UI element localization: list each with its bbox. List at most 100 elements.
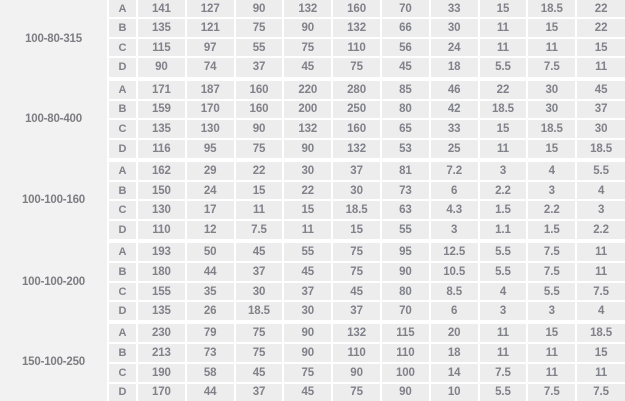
data-cell: 7.5 [527, 382, 578, 401]
data-cell: 18.5 [332, 200, 382, 222]
data-cell: 4 [527, 159, 578, 182]
data-cell: 2.2 [478, 180, 529, 202]
data-cell: 90 [380, 262, 431, 283]
data-cell: 155 [137, 281, 187, 303]
data-cell: 85 [380, 78, 431, 101]
data-cell: 18.5 [576, 322, 625, 345]
data-cell: 160 [332, 119, 382, 140]
data-cell: 11 [576, 363, 625, 384]
data-cell: 45 [380, 57, 431, 81]
data-cell: 15 [576, 37, 625, 59]
data-cell: 15 [527, 18, 578, 39]
data-cell: 45 [234, 363, 285, 384]
data-cell: 115 [137, 37, 187, 59]
data-cell: 3 [478, 301, 529, 325]
group-label: 100-80-400 [0, 78, 109, 160]
group-label: 100-80-315 [0, 0, 109, 79]
data-cell: 75 [283, 363, 334, 384]
data-cell: 30 [283, 301, 334, 325]
series-cell: C [108, 37, 138, 59]
data-cell: 135 [137, 301, 187, 325]
data-cell: 3 [429, 220, 480, 244]
data-cell: 116 [137, 138, 187, 162]
data-cell: 10.5 [429, 262, 480, 283]
data-cell: 1.5 [527, 220, 578, 244]
data-cell: 15 [478, 0, 529, 20]
series-cell: D [108, 301, 138, 325]
data-cell: 30 [332, 180, 382, 202]
data-cell: 45 [234, 241, 285, 264]
data-cell: 2.2 [576, 220, 625, 244]
data-cell: 56 [380, 37, 431, 59]
data-cell: 1.5 [478, 200, 529, 222]
data-cell: 30 [234, 281, 285, 303]
table-row: B 150 24 15 22 30 73 6 2.2 3 4 [0, 180, 625, 202]
data-cell: 45 [576, 78, 625, 101]
data-cell: 135 [137, 119, 187, 140]
table-row: D 116 95 75 90 132 53 25 11 15 18.5 [0, 138, 625, 162]
data-cell: 24 [429, 37, 480, 59]
data-cell: 75 [332, 262, 382, 283]
data-cell: 5.5 [478, 382, 529, 401]
data-cell: 4 [576, 301, 625, 325]
series-cell: A [108, 241, 138, 264]
data-cell: 162 [137, 159, 187, 182]
data-cell: 2.2 [527, 200, 578, 222]
table-row: D 135 26 18.5 30 37 70 6 3 3 4 [0, 301, 625, 325]
data-cell: 11 [283, 220, 334, 244]
data-cell: 37 [234, 382, 285, 401]
data-cell: 141 [137, 0, 187, 20]
data-cell: 90 [332, 363, 382, 384]
data-cell: 75 [332, 382, 382, 401]
data-cell: 90 [283, 322, 334, 345]
data-cell: 73 [380, 180, 431, 202]
data-cell: 160 [234, 99, 285, 121]
data-cell: 90 [283, 343, 334, 365]
data-cell: 22 [283, 180, 334, 202]
data-cell: 42 [429, 99, 480, 121]
data-cell: 33 [429, 119, 480, 140]
series-cell: D [108, 138, 138, 162]
data-cell: 37 [234, 262, 285, 283]
data-cell: 7.5 [576, 382, 625, 401]
data-cell: 5.5 [478, 262, 529, 283]
data-cell: 81 [380, 159, 431, 182]
data-cell: 55 [234, 37, 285, 59]
data-cell: 63 [380, 200, 431, 222]
data-cell: 90 [283, 138, 334, 162]
data-cell: 11 [527, 363, 578, 384]
data-cell: 30 [576, 119, 625, 140]
series-cell: C [108, 281, 138, 303]
data-cell: 230 [137, 322, 187, 345]
data-cell: 3 [527, 180, 578, 202]
data-cell: 55 [380, 220, 431, 244]
data-cell: 90 [137, 57, 187, 81]
table-row: B 180 44 37 45 75 90 10.5 5.5 7.5 11 [0, 262, 625, 283]
table-row: 100-80-400 A 171 187 160 220 280 85 46 22 30 45 [0, 78, 625, 160]
data-cell: 3 [527, 301, 578, 325]
data-cell: 50 [185, 241, 236, 264]
series-cell: C [108, 119, 138, 140]
data-cell: 90 [380, 382, 431, 401]
data-cell: 11 [478, 343, 529, 365]
data-cell: 90 [234, 119, 285, 140]
data-cell: 1.1 [478, 220, 529, 244]
data-cell: 7.5 [527, 262, 578, 283]
data-cell: 11 [576, 262, 625, 283]
series-cell: B [108, 180, 138, 202]
data-cell: 15 [576, 343, 625, 365]
data-cell: 160 [332, 0, 382, 20]
series-cell: A [108, 322, 138, 345]
data-cell: 132 [283, 0, 334, 20]
table-row: 100-100-160 A 162 29 22 30 37 81 7.2 3 4 5.5 [0, 159, 625, 242]
data-cell: 4.3 [429, 200, 480, 222]
data-cell: 75 [332, 57, 382, 81]
data-cell: 7.5 [478, 363, 529, 384]
data-cell: 18.5 [527, 119, 578, 140]
table-row: B 135 121 75 90 132 66 30 11 15 22 [0, 18, 625, 39]
data-cell: 213 [137, 343, 187, 365]
series-cell: D [108, 220, 138, 244]
data-cell: 80 [380, 99, 431, 121]
data-cell: 46 [429, 78, 480, 101]
